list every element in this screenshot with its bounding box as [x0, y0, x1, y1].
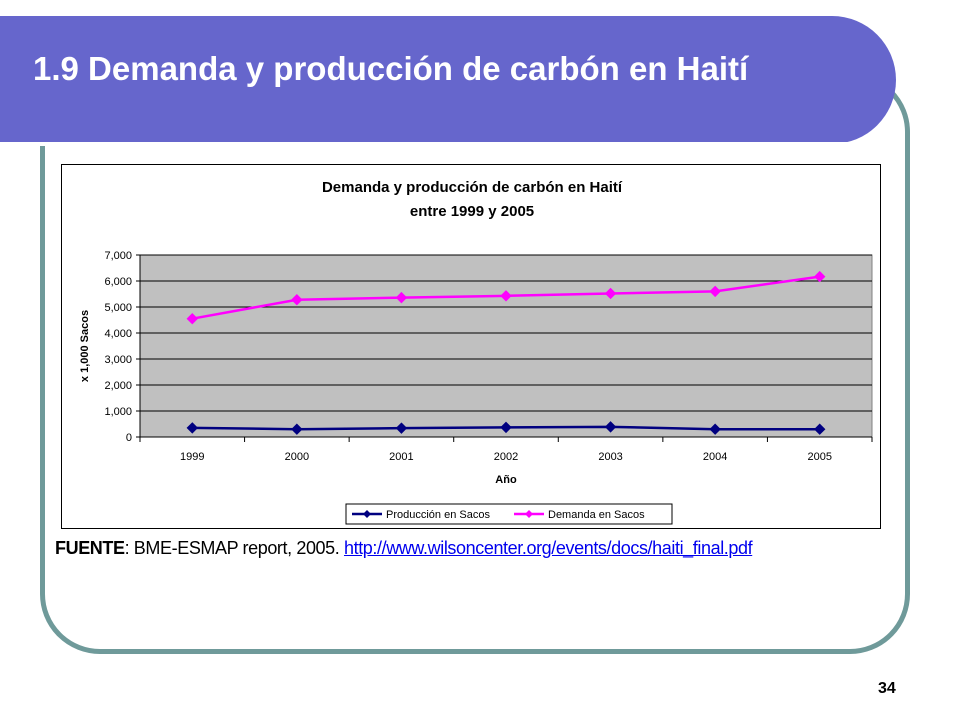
- chart-container: Demanda y producción de carbón en Haití e…: [61, 164, 881, 529]
- y-axis-title: x 1,000 Sacos: [79, 310, 91, 382]
- data-point: [395, 291, 408, 304]
- y-tick-label: 3,000: [104, 354, 132, 366]
- data-point: [709, 285, 721, 298]
- data-point: [500, 290, 512, 302]
- legend-label: Producción en Sacos: [386, 509, 490, 521]
- chart-subtitle: entre 1999 y 2005: [410, 203, 534, 220]
- data-point: [709, 423, 721, 435]
- data-point: [604, 287, 617, 300]
- x-tick-label: 2003: [598, 451, 622, 463]
- data-point: [186, 422, 198, 434]
- source-link[interactable]: http://www.wilsoncenter.org/events/docs/…: [343, 538, 753, 558]
- x-axis-title: Año: [495, 474, 517, 486]
- y-tick-label: 7,000: [104, 250, 132, 262]
- title-band: [0, 16, 896, 146]
- source-line: FUENTE: BME-ESMAP report, 2005. http://w…: [55, 538, 753, 559]
- y-tick-label: 0: [126, 432, 132, 444]
- y-tick-label: 1,000: [104, 406, 132, 418]
- data-point: [291, 294, 303, 306]
- source-label: FUENTE: [55, 538, 125, 558]
- data-point: [604, 421, 617, 433]
- x-tick-label: 2002: [494, 451, 518, 463]
- legend-box: [345, 503, 673, 525]
- x-tick-label: 2004: [703, 451, 727, 463]
- plot-area: [139, 254, 873, 438]
- data-point: [186, 312, 198, 325]
- data-point: [814, 423, 826, 435]
- legend-label: Demanda en Sacos: [548, 509, 645, 521]
- chart-svg: Demanda y producción de carbón en Haití e…: [79, 179, 873, 525]
- title-underline: [0, 142, 848, 146]
- data-point: [291, 423, 303, 435]
- y-tick-label: 2,000: [104, 380, 132, 392]
- x-tick-label: 1999: [180, 451, 204, 463]
- legend-marker: [363, 510, 371, 518]
- x-tick-label: 2001: [389, 451, 413, 463]
- chart-title: Demanda y producción de carbón en Haití: [322, 179, 623, 196]
- page-number: 34: [878, 680, 896, 697]
- x-tick-label: 2000: [285, 451, 309, 463]
- source-text: : BME-ESMAP report, 2005.: [124, 538, 344, 558]
- y-tick-label: 6,000: [104, 276, 132, 288]
- data-point: [500, 421, 512, 434]
- data-point: [395, 422, 408, 434]
- data-point: [814, 270, 826, 283]
- y-tick-label: 5,000: [104, 302, 132, 314]
- y-tick-label: 4,000: [104, 328, 132, 340]
- legend-marker: [525, 510, 533, 518]
- slide-title: 1.9 Demanda y producción de carbón en Ha…: [33, 50, 749, 87]
- x-tick-label: 2005: [807, 451, 831, 463]
